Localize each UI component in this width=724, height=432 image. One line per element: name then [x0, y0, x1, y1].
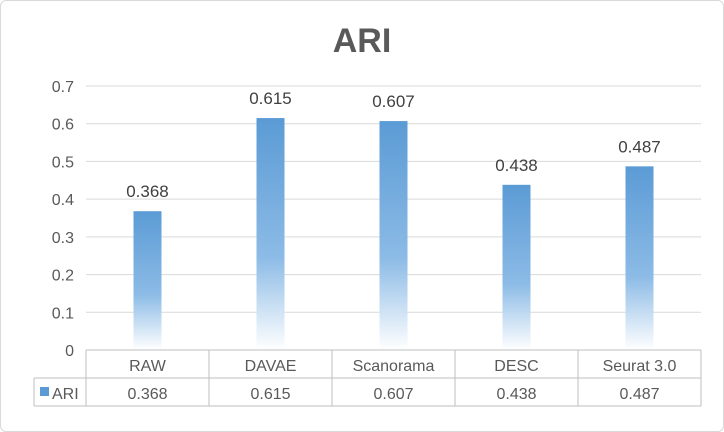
bar-3 [502, 184, 531, 350]
table-cell-value: 0.438 [496, 386, 536, 403]
chart-title: ARI [333, 22, 392, 60]
bar-0 [133, 211, 162, 350]
y-tick-label: 0.1 [52, 305, 74, 322]
data-labels: 0.368 0.615 0.607 0.438 0.487 [126, 89, 661, 201]
bars [133, 118, 654, 351]
y-tick-label: 0.2 [52, 268, 74, 285]
x-tick-label: DESC [494, 358, 538, 375]
legend-swatch [40, 387, 49, 396]
table-cell-value: 0.607 [373, 386, 413, 403]
y-tick-label: 0.4 [52, 192, 74, 209]
x-tick-label: Seurat 3.0 [603, 358, 677, 375]
table-cell-value: 0.368 [127, 386, 167, 403]
legend-series-label: ARI [52, 386, 79, 403]
table-cell-value: 0.487 [619, 386, 659, 403]
data-label: 0.615 [249, 89, 292, 108]
data-label: 0.487 [618, 137, 661, 156]
bar-1 [256, 118, 285, 350]
y-tick-label: 0.7 [52, 79, 74, 96]
table-cell-value: 0.615 [250, 386, 290, 403]
y-tick-label: 0 [65, 343, 74, 360]
data-label: 0.607 [372, 92, 415, 111]
y-tick-label: 0.6 [52, 117, 74, 134]
data-table: RAW 0.368 DAVAE 0.615 Scanorama 0.607 DESC 0.43… [33, 349, 702, 407]
x-tick-label: RAW [129, 358, 167, 375]
x-tick-label: DAVAE [245, 358, 297, 375]
bar-4 [625, 166, 654, 350]
x-tick-label: Scanorama [353, 358, 435, 375]
data-label: 0.438 [495, 156, 538, 175]
y-tick-label: 0.3 [52, 230, 74, 247]
y-axis-ticks: 0 0.1 0.2 0.3 0.4 0.5 0.6 0.7 [52, 79, 74, 360]
bar-2 [379, 121, 408, 351]
data-label: 0.368 [126, 182, 169, 201]
y-tick-label: 0.5 [52, 154, 74, 171]
